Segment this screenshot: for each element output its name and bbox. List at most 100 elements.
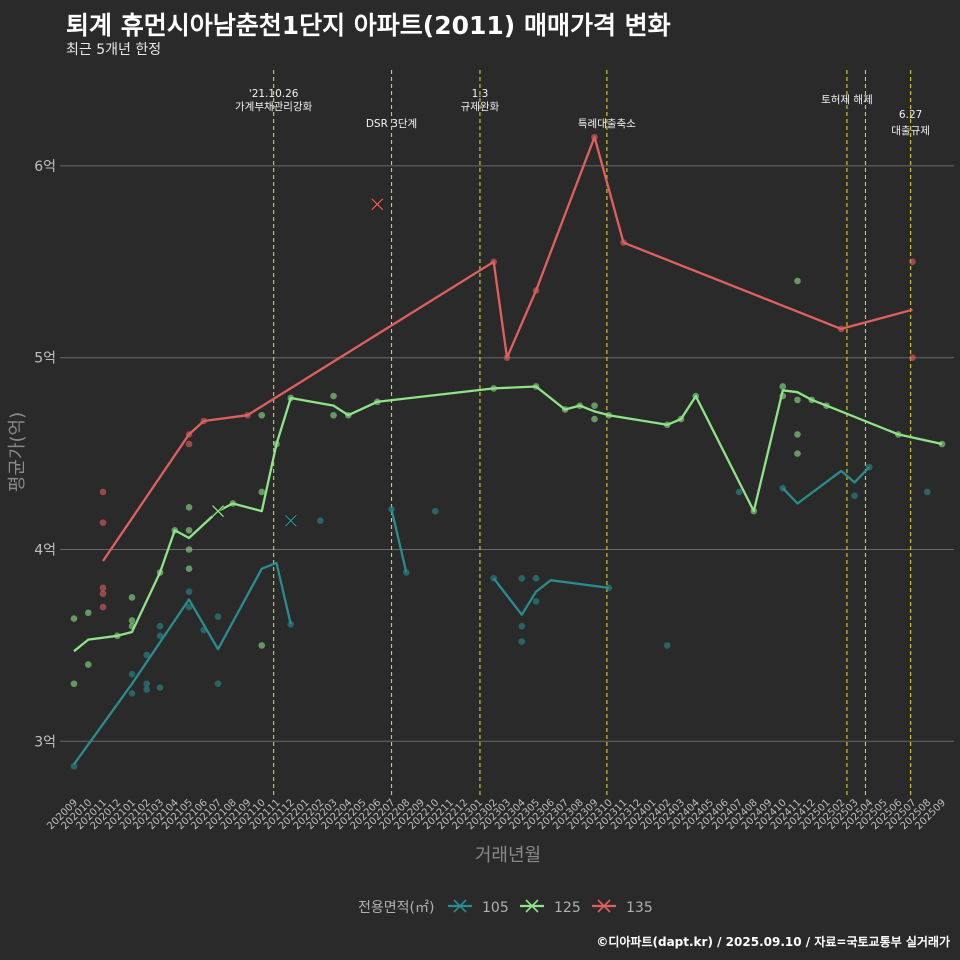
event-label: 1.3 bbox=[472, 88, 489, 100]
event-label: 가계부채관리강화 bbox=[235, 101, 313, 113]
data-point-105 bbox=[143, 680, 151, 688]
data-point-135 bbox=[99, 519, 107, 526]
series-line-125 bbox=[73, 385, 943, 653]
event-label: 특례대출축소 bbox=[578, 118, 636, 130]
data-point-135 bbox=[99, 488, 107, 496]
data-point-125 bbox=[84, 609, 92, 617]
event-label: DSR 3단계 bbox=[366, 118, 417, 130]
data-point-135 bbox=[99, 584, 107, 592]
data-point-105 bbox=[128, 690, 136, 697]
y-axis-title: 평균가(억) bbox=[7, 412, 28, 492]
legend-item-135: 135 bbox=[592, 899, 653, 916]
data-point-125 bbox=[185, 504, 193, 511]
event-label: 6.27 bbox=[899, 109, 922, 121]
data-point-125 bbox=[258, 642, 266, 649]
x-axis-title: 거래년월 bbox=[475, 845, 541, 866]
data-point-125 bbox=[128, 617, 136, 624]
y-tick-label: 4억 bbox=[34, 542, 56, 558]
data-point-105 bbox=[214, 613, 222, 620]
data-point-125 bbox=[185, 565, 193, 572]
data-point-135 bbox=[185, 440, 193, 448]
data-point-125 bbox=[938, 440, 946, 448]
data-point-125 bbox=[258, 411, 266, 419]
data-point-105 bbox=[532, 574, 540, 582]
series-135 bbox=[99, 133, 916, 611]
legend-cross bbox=[597, 899, 611, 913]
grid-layer bbox=[60, 165, 954, 742]
legend-label: 105 bbox=[482, 900, 509, 916]
data-point-125 bbox=[794, 431, 801, 438]
source-caption: ©디아파트(dapt.kr) / 2025.09.10 / 자료=국토교통부 실… bbox=[596, 935, 950, 949]
data-point-125 bbox=[70, 680, 78, 688]
data-point-125 bbox=[128, 594, 136, 601]
data-point-125 bbox=[591, 402, 598, 409]
series-105 bbox=[70, 463, 931, 770]
cross-marker-125 bbox=[211, 504, 225, 518]
data-point-105 bbox=[518, 638, 526, 645]
data-point-125 bbox=[330, 411, 337, 419]
cross-marker-135 bbox=[370, 197, 384, 211]
data-point-135 bbox=[99, 603, 107, 611]
cross-stroke bbox=[212, 505, 225, 518]
data-point-105 bbox=[431, 507, 439, 515]
data-point-105 bbox=[214, 680, 222, 688]
legend-cross bbox=[525, 899, 539, 913]
legend: 전용면적(㎡) 105 125 135 bbox=[358, 899, 653, 916]
series-line-105 bbox=[781, 466, 871, 505]
data-point-125 bbox=[794, 396, 801, 404]
cross-marker-105 bbox=[284, 514, 298, 528]
data-point-125 bbox=[794, 277, 801, 285]
legend-title: 전용면적(㎡) bbox=[358, 900, 434, 916]
chart-title: 퇴계 휴먼시아남춘천1단지 아파트(2011) 매매가격 변화 bbox=[66, 11, 671, 40]
series-line-105 bbox=[390, 508, 408, 573]
data-point-105 bbox=[156, 632, 164, 640]
data-point-105 bbox=[143, 686, 151, 693]
event-label: 대출규제 bbox=[891, 125, 930, 137]
data-point-125 bbox=[70, 615, 78, 622]
data-point-105 bbox=[851, 492, 858, 500]
data-point-105 bbox=[185, 603, 193, 611]
event-label: 규제완화 bbox=[461, 100, 500, 113]
series-125 bbox=[70, 277, 946, 688]
data-point-105 bbox=[143, 651, 151, 659]
data-point-105 bbox=[70, 762, 78, 770]
data-point-125 bbox=[330, 392, 337, 400]
data-point-125 bbox=[258, 488, 266, 496]
y-tick-label: 6억 bbox=[34, 159, 56, 175]
y-tick-label: 3억 bbox=[34, 734, 56, 750]
data-point-125 bbox=[185, 527, 193, 534]
data-point-125 bbox=[779, 383, 787, 390]
data-point-105 bbox=[735, 488, 743, 496]
legend-cross bbox=[453, 899, 467, 913]
data-point-105 bbox=[156, 622, 164, 630]
event-label: 토허제 해제 bbox=[821, 93, 873, 106]
data-point-135 bbox=[909, 258, 916, 266]
cross-stroke bbox=[371, 198, 384, 211]
data-point-105 bbox=[518, 622, 526, 630]
legend-item-125: 125 bbox=[520, 899, 581, 916]
cross-stroke bbox=[284, 514, 297, 527]
series-line-105 bbox=[73, 561, 292, 765]
data-point-135 bbox=[909, 354, 916, 361]
event-label: '21.10.26 bbox=[249, 88, 299, 100]
data-point-105 bbox=[402, 569, 410, 576]
y-tick-label: 5억 bbox=[34, 351, 56, 367]
legend-label: 135 bbox=[626, 900, 653, 916]
data-point-125 bbox=[794, 450, 801, 457]
legend-label: 125 bbox=[554, 900, 581, 916]
data-point-105 bbox=[128, 670, 136, 678]
data-point-105 bbox=[663, 642, 671, 649]
data-point-105 bbox=[532, 597, 540, 605]
data-point-105 bbox=[923, 488, 931, 496]
data-point-125 bbox=[185, 546, 193, 553]
series-layer bbox=[70, 133, 946, 770]
data-point-135 bbox=[99, 590, 107, 597]
data-point-105 bbox=[518, 574, 526, 582]
series-line-135 bbox=[102, 135, 913, 562]
data-point-125 bbox=[84, 661, 92, 668]
data-point-105 bbox=[156, 684, 164, 691]
series-line-105 bbox=[492, 577, 609, 616]
data-point-125 bbox=[591, 415, 598, 423]
